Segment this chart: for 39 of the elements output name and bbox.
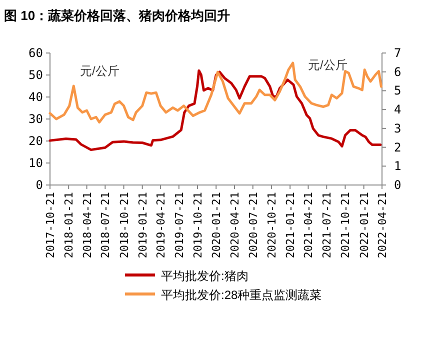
y-axis-title: 元/公斤: [80, 64, 120, 78]
y2-tick-label: 0: [394, 178, 402, 192]
x-tick-label: 2021-07-21: [320, 192, 334, 258]
x-tick-label: 2019-07-21: [172, 192, 186, 258]
x-tick-label: 2020-01-21: [210, 192, 224, 258]
x-tick-label: 2018-01-21: [62, 192, 76, 258]
x-tick-label: 2018-07-21: [99, 192, 112, 258]
y-tick-label: 10: [28, 156, 43, 170]
x-tick-label: 2020-07-21: [246, 192, 260, 258]
x-tick-label: 2019-10-21: [192, 192, 205, 258]
chart-title: 图 10：蔬菜价格回落、猪肉价格均回升: [4, 8, 230, 23]
y-tick-label: 60: [28, 46, 43, 60]
x-tick-label: 2021-01-21: [284, 192, 298, 258]
legend-label: 平均批发价:猪肉: [161, 269, 248, 283]
x-tick-label: 2018-10-21: [118, 192, 131, 258]
y2-tick-label: 4: [394, 102, 402, 117]
x-tick-label: 2019-01-21: [136, 192, 150, 258]
y-tick-label: 50: [28, 68, 43, 82]
x-tick-label: 2020-10-21: [265, 192, 278, 258]
y2-tick-label: 6: [394, 64, 402, 79]
x-tick-label: 2021-10-21: [339, 192, 352, 258]
y-tick-label: 40: [28, 90, 43, 104]
y2-tick-label: 7: [394, 46, 402, 60]
x-tick-label: 2022-04-21: [376, 192, 389, 258]
x-tick-label: 2022-01-21: [358, 192, 371, 258]
x-tick-label: 2019-04-21: [154, 192, 168, 258]
y2-axis-title: 元/公斤: [308, 58, 348, 72]
x-tick-label: 2017-10-21: [44, 192, 57, 258]
y-tick-label: 20: [28, 134, 43, 148]
y-tick-label: 30: [28, 112, 43, 126]
x-tick-label: 2018-04-21: [80, 192, 94, 258]
legend-label: 平均批发价:28种重点监测蔬菜: [161, 288, 322, 302]
y2-tick-label: 3: [394, 121, 402, 136]
x-tick-label: 2021-04-21: [302, 192, 316, 258]
y-tick-label: 0: [36, 178, 43, 192]
y2-tick-label: 1: [394, 159, 402, 174]
y2-tick-label: 2: [394, 140, 402, 154]
y2-tick-label: 5: [394, 84, 402, 98]
x-tick-label: 2020-04-21: [228, 192, 242, 258]
